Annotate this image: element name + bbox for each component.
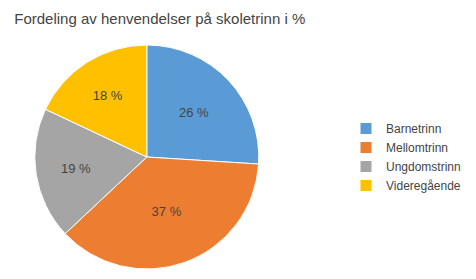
svg-text:19 %: 19 % (61, 161, 91, 176)
svg-text:18 %: 18 % (93, 88, 123, 103)
svg-text:Ungdomstrinn: Ungdomstrinn (386, 160, 461, 174)
svg-text:Fordeling av henvendelser på s: Fordeling av henvendelser på skoletrinn … (14, 10, 305, 27)
svg-text:Videregående: Videregående (386, 179, 461, 193)
svg-text:26 %: 26 % (179, 105, 209, 120)
svg-text:Barnetrinn: Barnetrinn (386, 122, 441, 136)
svg-text:Mellomtrinn: Mellomtrinn (386, 141, 448, 155)
svg-text:37 %: 37 % (152, 204, 182, 219)
